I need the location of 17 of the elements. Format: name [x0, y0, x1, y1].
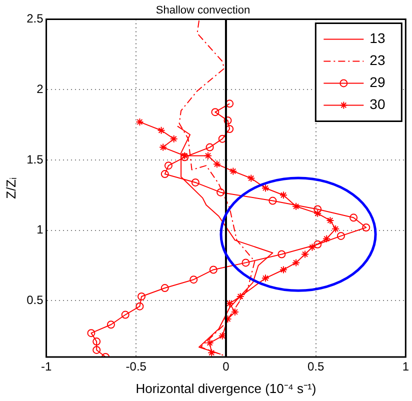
legend-label: 13 [370, 30, 386, 46]
x-tick-label: -1 [40, 360, 52, 374]
y-tick-label: 0.5 [26, 293, 44, 308]
y-tick-label: 2.5 [26, 12, 44, 26]
x-tick-label: 0 [222, 360, 230, 374]
legend-label: 23 [370, 52, 386, 68]
y-tick-label: 1.5 [26, 152, 44, 166]
y-axis-title: Z/Zᵢ [3, 177, 18, 199]
x-tick-label: 1 [402, 360, 410, 374]
y-tick-label: 1 [36, 222, 44, 237]
legend-label: 29 [370, 74, 386, 90]
x-axis-title: Horizontal divergence (10⁻⁴ s⁻¹) [136, 380, 316, 396]
y-tick-label: 2 [36, 82, 44, 96]
x-tick-label: 0.5 [307, 360, 324, 374]
legend-label: 30 [370, 96, 386, 112]
chart-title: Shallow convection [156, 4, 250, 17]
x-tick-label: -0.5 [126, 360, 147, 374]
